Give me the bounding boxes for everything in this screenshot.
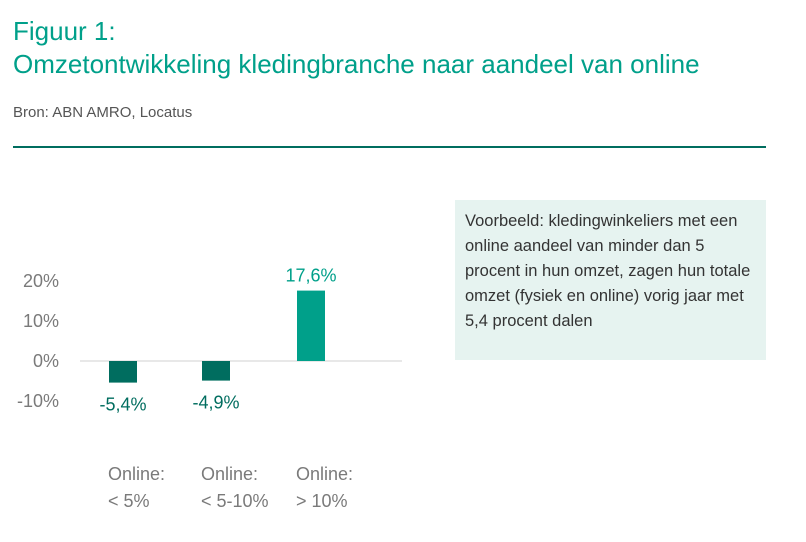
category-label: Online: <box>201 464 258 484</box>
category-label: Online: <box>296 464 353 484</box>
y-tick-label: -10% <box>17 391 59 411</box>
bar <box>297 290 325 361</box>
y-tick-label: 0% <box>33 351 59 371</box>
category-label: < 5% <box>108 491 150 511</box>
header-divider <box>13 146 766 148</box>
category-label: Online: <box>108 464 165 484</box>
figure-number: Figuur 1: <box>13 16 116 46</box>
data-label: -4,9% <box>192 393 239 413</box>
chart-title: Omzetontwikkeling kledingbranche naar aa… <box>13 49 700 79</box>
category-label: < 5-10% <box>201 491 269 511</box>
y-tick-label: 10% <box>23 311 59 331</box>
data-label: 17,6% <box>285 266 336 286</box>
bar <box>202 361 230 381</box>
bar <box>109 361 137 383</box>
data-label: -5,4% <box>99 395 146 415</box>
y-tick-label: 20% <box>23 271 59 291</box>
category-label: > 10% <box>296 491 348 511</box>
example-callout: Voorbeeld: kledingwinkeliers met een onl… <box>455 200 766 360</box>
callout-text: Voorbeeld: kledingwinkeliers met een onl… <box>465 212 751 330</box>
source-note: Bron: ABN AMRO, Locatus <box>13 104 193 121</box>
